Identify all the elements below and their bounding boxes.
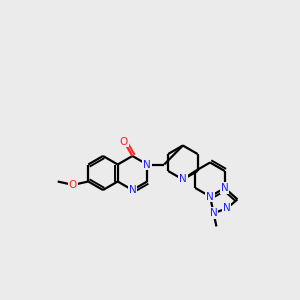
- Text: N: N: [221, 183, 229, 193]
- Text: N: N: [143, 160, 151, 170]
- Text: O: O: [69, 180, 77, 190]
- Text: N: N: [206, 191, 214, 202]
- Text: N: N: [129, 185, 136, 195]
- Text: O: O: [120, 136, 128, 147]
- Text: N: N: [223, 203, 231, 214]
- Text: N: N: [179, 175, 187, 184]
- Text: N: N: [210, 208, 218, 218]
